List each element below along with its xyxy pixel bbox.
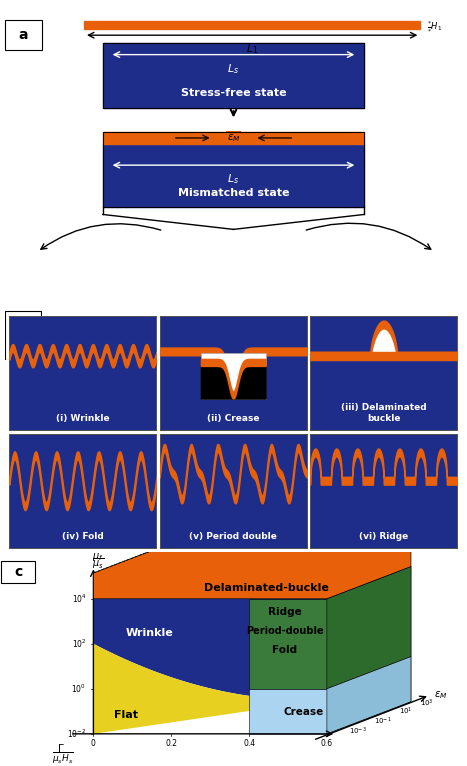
Bar	[201, 353, 266, 398]
Text: $L_s$: $L_s$	[227, 172, 240, 186]
Polygon shape	[327, 567, 411, 689]
Text: Wrinkle: Wrinkle	[126, 628, 173, 638]
Text: $10^{-2}$: $10^{-2}$	[67, 728, 86, 740]
FancyBboxPatch shape	[1, 561, 35, 583]
Text: $\varepsilon_M$: $\varepsilon_M$	[434, 689, 448, 701]
Text: 0.4: 0.4	[243, 739, 255, 748]
Text: (i) Wrinkle: (i) Wrinkle	[56, 414, 110, 423]
Text: 0: 0	[91, 739, 96, 748]
Text: $10^{1}$: $10^{1}$	[399, 706, 413, 718]
Text: $\overline{\mu_s}$: $\overline{\mu_s}$	[92, 556, 104, 571]
Text: $\overline{\mu_s H_s}$: $\overline{\mu_s H_s}$	[52, 750, 74, 766]
Text: Crease: Crease	[283, 707, 324, 718]
Text: $\frac{*}{*}H_1$: $\frac{*}{*}H_1$	[427, 20, 443, 33]
Text: Period-double: Period-double	[246, 626, 324, 636]
Text: b: b	[18, 328, 28, 342]
Text: c: c	[14, 565, 22, 579]
Text: (iii) Delaminated
buckle: (iii) Delaminated buckle	[341, 403, 426, 423]
Text: 0.2: 0.2	[165, 739, 177, 748]
Text: $L_1$: $L_1$	[246, 42, 258, 56]
FancyBboxPatch shape	[5, 311, 41, 360]
Text: Fold: Fold	[272, 645, 297, 655]
Text: (v) Period double: (v) Period double	[189, 532, 277, 541]
Text: a: a	[19, 28, 28, 42]
Polygon shape	[249, 599, 327, 689]
Text: $10^{-1}$: $10^{-1}$	[374, 716, 392, 727]
Bar	[103, 133, 364, 144]
Polygon shape	[93, 599, 327, 700]
Polygon shape	[327, 567, 411, 734]
Text: $10^{3}$: $10^{3}$	[420, 698, 434, 709]
Text: $\Gamma$: $\Gamma$	[57, 742, 64, 755]
Text: (iv) Fold: (iv) Fold	[62, 532, 104, 541]
Bar	[103, 133, 364, 207]
Text: Mismatched state: Mismatched state	[178, 188, 289, 198]
Text: Stress-free state: Stress-free state	[181, 88, 286, 98]
Bar	[103, 43, 364, 108]
FancyBboxPatch shape	[5, 20, 42, 50]
Text: 0.6: 0.6	[321, 739, 333, 748]
Bar	[103, 43, 364, 108]
Text: $10^{0}$: $10^{0}$	[71, 683, 86, 695]
Bar	[103, 144, 364, 207]
Text: $10^{2}$: $10^{2}$	[72, 637, 86, 650]
Polygon shape	[93, 643, 327, 734]
Text: $\varepsilon_M$: $\varepsilon_M$	[226, 132, 241, 144]
Text: (ii) Crease: (ii) Crease	[207, 414, 260, 423]
Text: Flat: Flat	[114, 709, 138, 719]
Text: $10^{-3}$: $10^{-3}$	[349, 725, 367, 737]
Text: $L_s$: $L_s$	[227, 62, 240, 76]
Text: $\mu_f$: $\mu_f$	[92, 552, 104, 563]
Text: (vi) Ridge: (vi) Ridge	[359, 532, 408, 541]
Polygon shape	[327, 656, 411, 734]
Polygon shape	[249, 689, 327, 734]
Text: Delaminated-buckle: Delaminated-buckle	[204, 583, 329, 593]
Polygon shape	[93, 541, 411, 599]
Text: Ridge: Ridge	[268, 607, 302, 617]
Bar	[84, 21, 420, 29]
Text: $10^{4}$: $10^{4}$	[71, 593, 86, 605]
